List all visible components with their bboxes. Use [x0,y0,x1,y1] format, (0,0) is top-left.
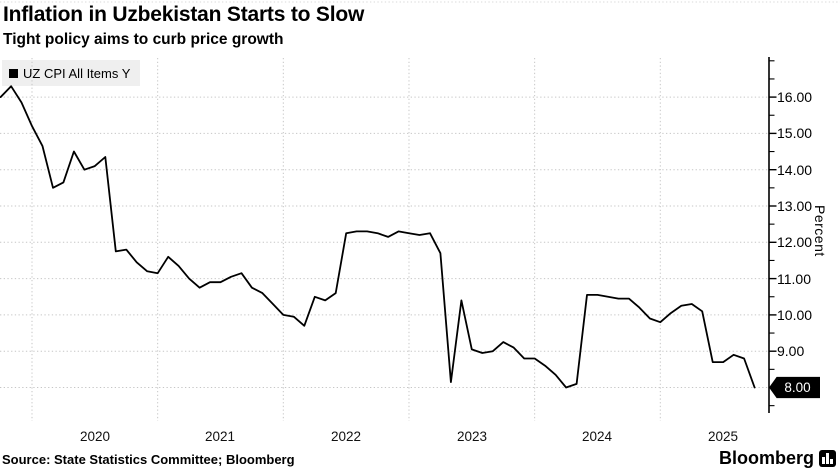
legend-chip[interactable]: UZ CPI All Items Y [2,60,141,86]
y-axis-tick-label: 11.00 [777,271,811,287]
cpi-series-line [0,85,756,389]
bloomberg-wordmark: Bloomberg [718,448,814,468]
source-note: Source: State Statistics Committee; Bloo… [2,452,295,467]
x-axis-tick-label: 2020 [79,429,111,444]
chart-subtitle: Tight policy aims to curb price growth [3,31,284,48]
x-axis-tick-label: 2025 [707,429,739,444]
y-axis-tick-label: 14.00 [777,162,813,178]
chart-title: Inflation in Uzbekistan Starts to Slow [3,3,365,26]
legend-label: UZ CPI All Items Y [23,65,131,81]
x-axis-tick-label: 2021 [204,429,236,444]
y-axis-tick-label: 16.00 [777,89,813,105]
series-marker-icon [9,68,18,78]
x-axis-tick-label: 2022 [330,429,362,444]
bloomberg-terminal-icon [819,450,836,467]
y-axis-tick-label: 15.00 [777,125,813,141]
y-axis-tick-label: 13.00 [777,198,813,214]
x-axis-tick-label: 2024 [581,429,613,444]
bloomberg-logo: Bloomberg [719,448,836,469]
y-axis-title: Percent [812,205,828,257]
x-axis-tick-label: 2023 [456,429,488,444]
last-value-text: 8.00 [784,380,811,395]
y-axis-tick-label: 9.00 [777,343,805,359]
last-value-badge: 8.00 [769,376,820,399]
y-axis-tick-label: 10.00 [777,307,813,323]
y-axis-tick-label: 12.00 [777,234,813,250]
